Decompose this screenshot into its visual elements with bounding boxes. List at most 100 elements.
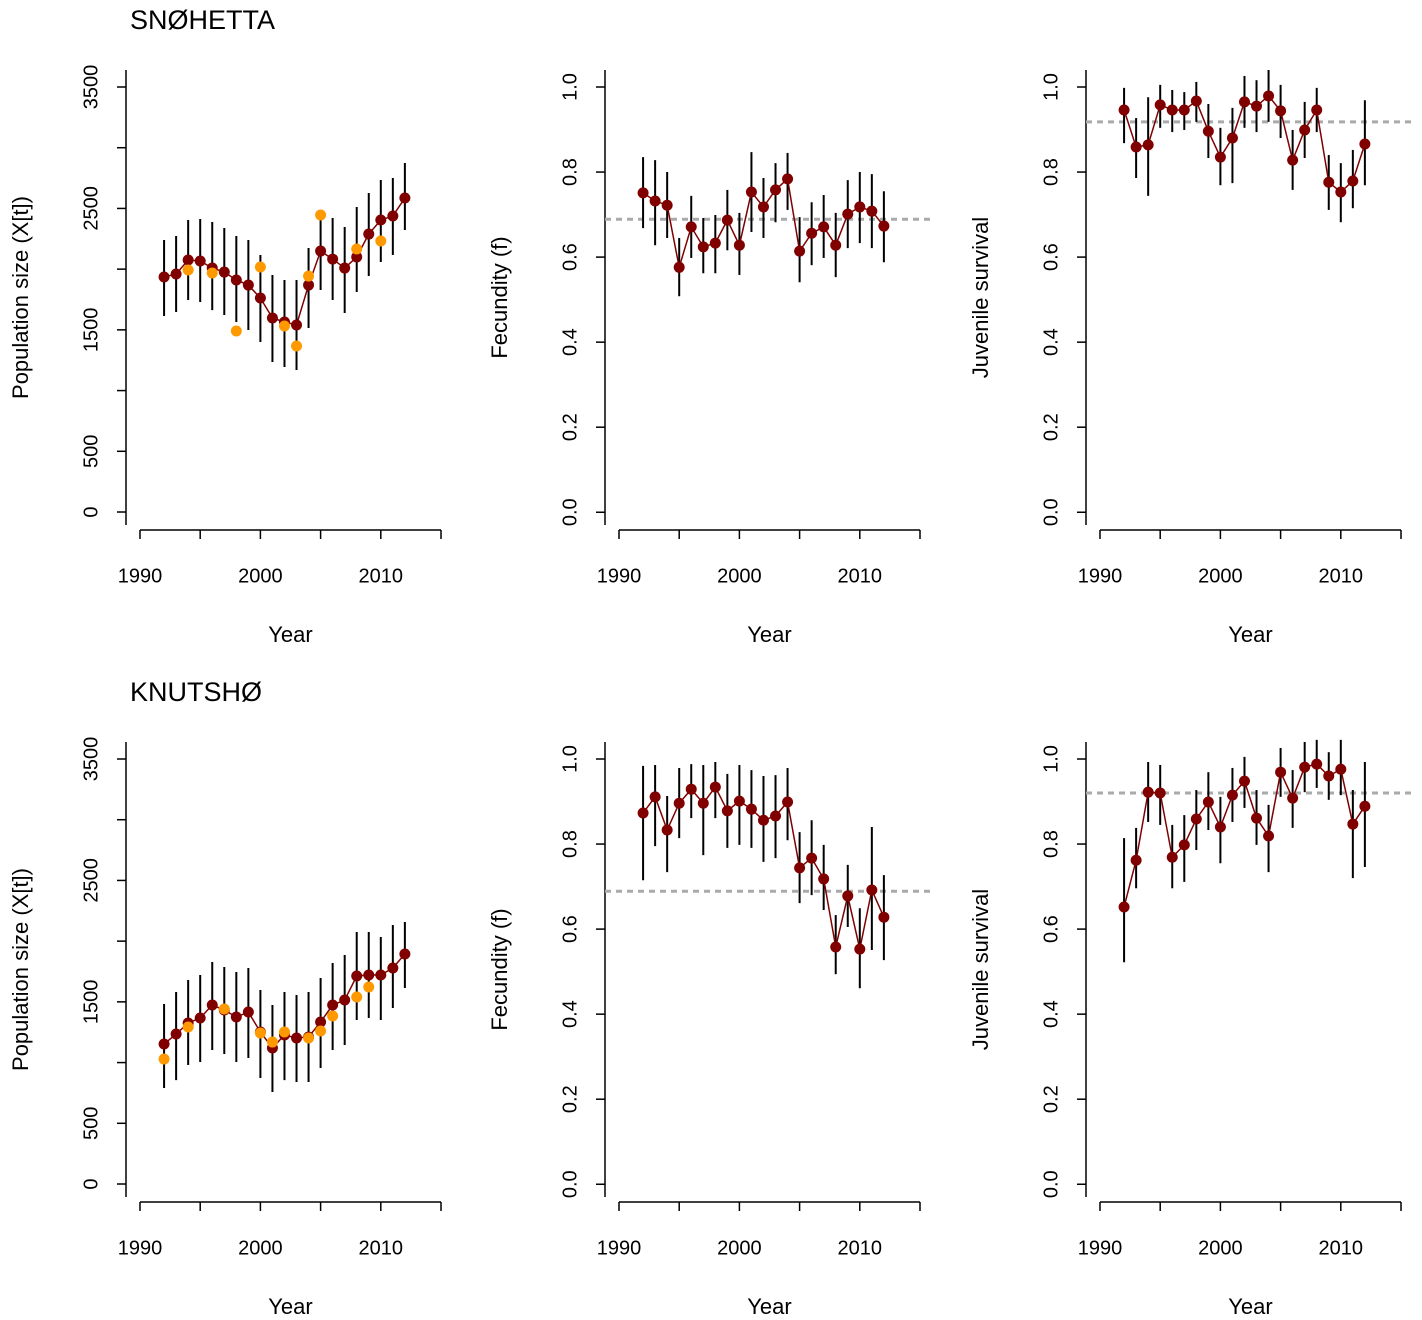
data-point [291,319,303,331]
data-point [278,320,290,332]
panel-title: SNØHETTA [130,5,275,35]
data-point [1275,766,1287,778]
x-tick-label: 1990 [597,565,642,587]
data-point [1238,775,1250,787]
x-axis-label: Year [747,1294,791,1319]
data-point [818,873,830,885]
data-point [1178,839,1190,851]
data-point [158,271,170,283]
data-point [1323,176,1335,188]
y-tick-label: 1.0 [559,73,581,101]
data-point [770,184,782,196]
data-point [697,241,709,253]
data-point [327,1010,339,1022]
data-point [673,797,685,809]
data-point [637,807,649,819]
y-tick-label: 0.6 [559,915,581,943]
data-point [806,227,818,239]
data-point [637,187,649,199]
data-point [854,201,866,213]
data-point [685,783,697,795]
x-tick-label: 2010 [359,1237,404,1259]
y-tick-label: 0.6 [1040,243,1062,271]
data-point [745,186,757,198]
y-tick-label: 2500 [80,186,102,231]
data-point [830,239,842,251]
data-point [1190,813,1202,825]
data-point [242,279,254,291]
x-tick-label: 1990 [1078,1237,1123,1259]
data-point [351,970,363,982]
data-point [315,209,327,221]
data-point [878,220,890,232]
data-point [291,340,303,352]
x-axis-label: Year [268,1294,312,1319]
data-point [339,994,351,1006]
data-point [1359,138,1371,150]
data-point [1118,104,1130,116]
data-point [866,205,878,217]
data-point [1142,139,1154,151]
data-point [170,1028,182,1040]
data-point [1299,124,1311,136]
data-point [1214,151,1226,163]
y-tick-label: 0.2 [1040,413,1062,441]
y-axis-label: Population size (X[t]) [8,868,33,1071]
data-point [649,195,661,207]
data-point [399,192,411,204]
data-point [266,312,278,324]
panel: 0.0 0.2 0.4 0.6 0.8 1.0 1990 2000 2010 Year Fecund… [487,742,934,1319]
y-tick-label: 0 [80,506,102,517]
x-tick-label: 1990 [597,1237,642,1259]
data-point [1118,901,1130,913]
y-tick-label: 0 [80,1178,102,1189]
x-tick-label: 2010 [838,565,883,587]
y-tick-label: 0.2 [559,1085,581,1113]
data-point [1347,818,1359,830]
data-point [387,210,399,222]
x-tick-label: 2010 [1319,565,1364,587]
data-point [1154,787,1166,799]
data-point [1130,141,1142,153]
data-point [315,1025,327,1037]
data-point [375,214,387,226]
data-point [1202,796,1214,808]
data-point [303,270,315,282]
data-point [266,1036,278,1048]
data-point [363,969,375,981]
data-point [757,814,769,826]
data-point [1226,132,1238,144]
data-point [1275,105,1287,117]
y-tick-label: 1500 [80,308,102,353]
x-tick-label: 2000 [1198,565,1243,587]
data-point [291,1032,303,1044]
y-tick-label: 0.0 [1040,1170,1062,1198]
data-point [757,201,769,213]
data-point [1142,786,1154,798]
data-point [1263,830,1275,842]
data-point [218,266,230,278]
data-point [363,981,375,993]
data-point [1335,763,1347,775]
data-point [170,268,182,280]
data-point [661,199,673,211]
x-tick-label: 2000 [238,565,283,587]
data-point [1202,125,1214,137]
data-point [854,943,866,955]
data-point [1287,792,1299,804]
data-point [158,1038,170,1050]
y-axis-label: Fecundity (f) [487,908,512,1030]
data-point [339,262,351,274]
data-point [254,261,266,273]
y-tick-label: 0.2 [1040,1085,1062,1113]
data-point [1251,812,1263,824]
y-tick-label: 1.0 [559,745,581,773]
data-point [770,810,782,822]
data-point [351,991,363,1003]
data-point [1166,851,1178,863]
x-tick-label: 2000 [717,565,762,587]
data-point [709,781,721,793]
x-tick-label: 1990 [118,1237,163,1259]
panel: KNUTSHØ 0 500 1500 2500 3500 1990 2000 2010 Year P… [8,677,442,1319]
